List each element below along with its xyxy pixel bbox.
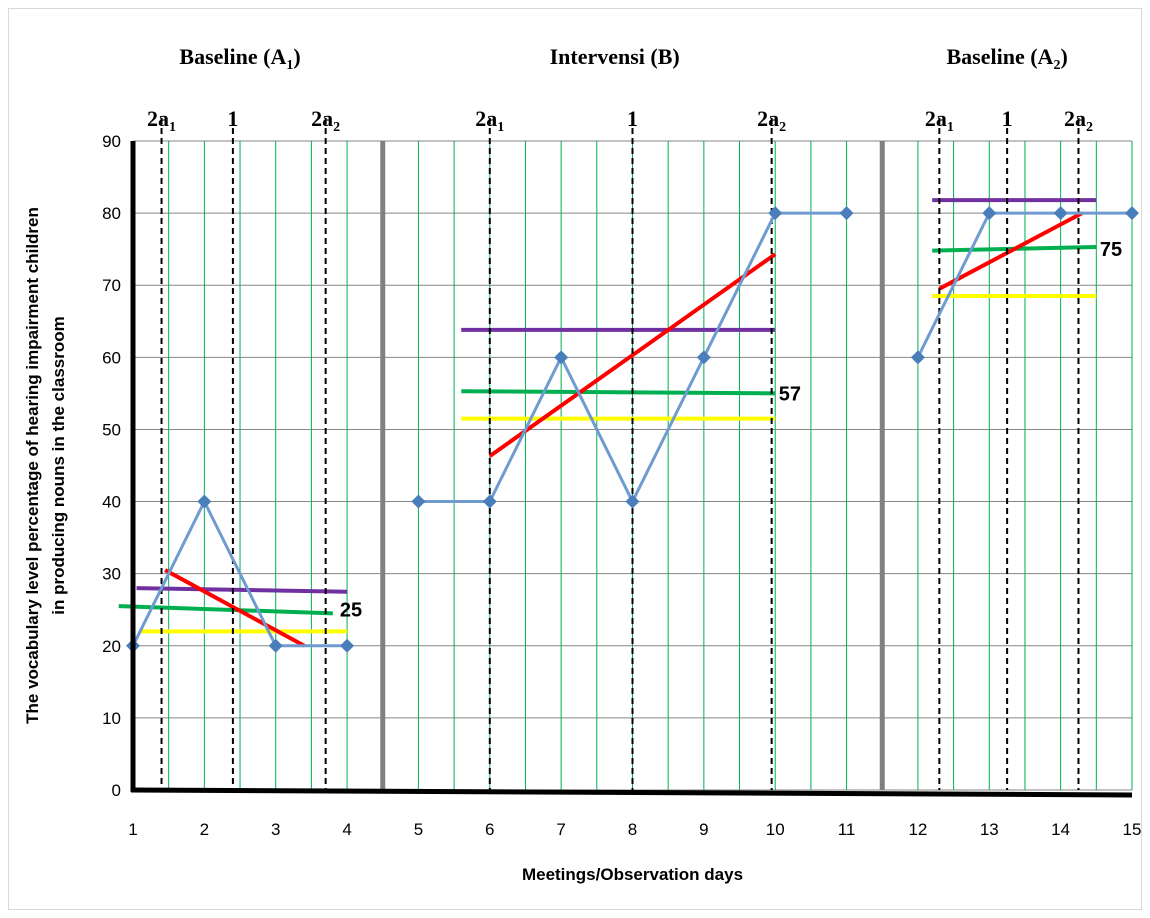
y-tick-label: 10	[102, 709, 121, 728]
x-tick-label: 9	[699, 820, 708, 839]
y-axis-title: The vocabulary level percentage of heari…	[23, 207, 68, 724]
data-point-marker	[411, 494, 426, 509]
value-label: 75	[1100, 239, 1122, 261]
y-tick-label: 30	[102, 565, 121, 584]
x-tick-label: 13	[980, 820, 999, 839]
x-tick-label: 3	[271, 820, 280, 839]
y-tick-label: 80	[102, 204, 121, 223]
split-marker-label: 2a2	[1064, 106, 1093, 135]
y-tick-label: 0	[112, 781, 121, 800]
y-tick-label: 70	[102, 276, 121, 295]
x-tick-label: 14	[1051, 820, 1070, 839]
y-tick-label: 50	[102, 420, 121, 439]
y-axis-title-line: The vocabulary level percentage of heari…	[23, 207, 42, 724]
split-marker-label: 2a1	[475, 106, 504, 135]
series-line-segment	[131, 500, 206, 647]
series-line-segment	[559, 356, 634, 503]
x-axis-line	[130, 787, 1133, 798]
value-label: 25	[340, 600, 362, 622]
x-tick-label: 7	[556, 820, 565, 839]
data-point-marker	[268, 638, 283, 653]
split-marker-label: 1	[227, 106, 238, 131]
x-tick-label: 8	[628, 820, 637, 839]
x-tick-label: 10	[766, 820, 785, 839]
x-tick-label: 11	[838, 820, 856, 839]
y-tick-label: 40	[102, 493, 121, 512]
data-point-marker	[910, 350, 925, 365]
x-tick-label: 5	[414, 820, 423, 839]
x-tick-label: 15	[1123, 820, 1142, 839]
data-point-marker	[768, 206, 783, 221]
chart-frame	[8, 8, 1142, 910]
split-marker-label: 2a1	[147, 106, 176, 135]
data-point-marker	[1053, 206, 1068, 221]
series-line-segment	[488, 356, 563, 503]
grid	[133, 140, 1133, 791]
data-series	[126, 206, 1139, 653]
data-point-marker	[982, 206, 997, 221]
phase-title: Intervensi (B)	[550, 44, 680, 69]
split-marker-label: 1	[627, 106, 638, 131]
reference-line	[118, 604, 333, 616]
data-point-marker	[554, 350, 569, 365]
x-axis-title: Meetings/Observation days	[522, 865, 743, 884]
quartile-markers	[160, 118, 1080, 790]
phase-title: Baseline (A1)	[179, 44, 300, 73]
chart-text: 2a1 1 2a2 2a1 1 2a2 2a1 1 2a2 0 10 20 30 40 50 60 70 80 90…	[23, 44, 1141, 884]
reference-line	[938, 211, 1083, 291]
series-line-segment	[702, 212, 777, 358]
reference-lines	[118, 198, 1097, 648]
x-tick-label: 12	[908, 820, 927, 839]
x-tick-label: 6	[485, 820, 494, 839]
data-point-marker	[1125, 206, 1139, 221]
data-point-marker	[839, 206, 854, 221]
data-point-marker	[340, 638, 355, 653]
data-point-marker	[696, 350, 711, 365]
reference-line	[136, 586, 348, 594]
split-marker-label: 1	[1002, 106, 1013, 131]
reference-line	[488, 252, 777, 458]
x-tick-label: 1	[128, 820, 137, 839]
data-point-marker	[197, 494, 212, 509]
axes	[130, 141, 1133, 798]
y-tick-label: 20	[102, 637, 121, 656]
split-marker-label: 2a2	[311, 106, 340, 135]
split-marker-label: 2a2	[757, 106, 786, 135]
value-label: 57	[779, 383, 801, 405]
y-tick-label: 60	[102, 348, 121, 367]
reference-line	[164, 568, 306, 648]
y-axis-title-line: in producing nouns in the classroom	[49, 316, 68, 614]
series-line-segment	[916, 212, 991, 358]
x-tick-label: 4	[342, 820, 351, 839]
data-point-marker	[482, 494, 497, 509]
reference-line	[461, 389, 776, 396]
split-marker-label: 2a1	[925, 106, 954, 135]
phase-title: Baseline (A2)	[946, 44, 1067, 73]
y-tick-label: 90	[102, 132, 121, 151]
series-line-segment	[631, 356, 706, 503]
data-point-marker	[625, 494, 640, 509]
x-tick-label: 2	[200, 820, 209, 839]
series-line-segment	[203, 500, 278, 647]
